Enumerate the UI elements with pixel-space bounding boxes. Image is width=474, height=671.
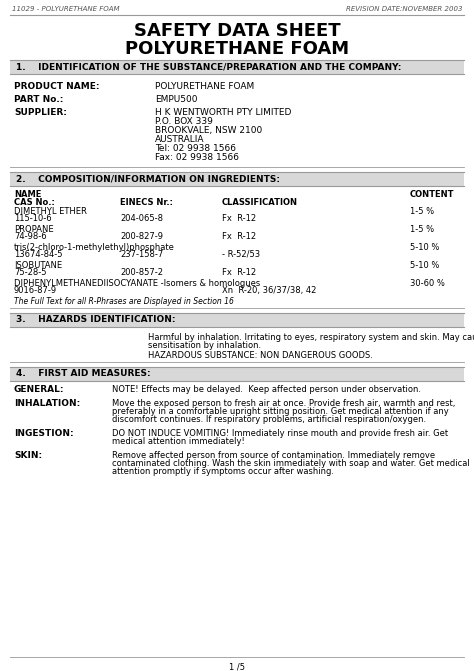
Text: tris(2-chloro-1-methylethyl)phosphate: tris(2-chloro-1-methylethyl)phosphate [14, 243, 175, 252]
Text: GENERAL:: GENERAL: [14, 385, 64, 394]
Text: 237-158-7: 237-158-7 [120, 250, 163, 259]
Text: 75-28-5: 75-28-5 [14, 268, 46, 277]
Text: attention promptly if symptoms occur after washing.: attention promptly if symptoms occur aft… [112, 467, 334, 476]
Text: PART No.:: PART No.: [14, 95, 64, 104]
Text: CONTENT: CONTENT [410, 190, 455, 199]
Text: 1 /5: 1 /5 [229, 663, 245, 671]
FancyBboxPatch shape [10, 172, 464, 186]
Text: 13674-84-5: 13674-84-5 [14, 250, 63, 259]
Text: POLYURETHANE FOAM: POLYURETHANE FOAM [125, 40, 349, 58]
Text: CLASSIFICATION: CLASSIFICATION [222, 198, 298, 207]
Text: preferably in a comfortable upright sitting position. Get medical attention if a: preferably in a comfortable upright sitt… [112, 407, 449, 416]
Text: 115-10-6: 115-10-6 [14, 214, 52, 223]
Text: PRODUCT NAME:: PRODUCT NAME: [14, 82, 100, 91]
Text: SUPPLIER:: SUPPLIER: [14, 108, 67, 117]
Text: BROOKVALE, NSW 2100: BROOKVALE, NSW 2100 [155, 126, 262, 135]
Text: 3.    HAZARDS IDENTIFICATION:: 3. HAZARDS IDENTIFICATION: [16, 315, 175, 325]
Text: contaminated clothing. Wash the skin immediately with soap and water. Get medica: contaminated clothing. Wash the skin imm… [112, 459, 470, 468]
Text: POLYURETHANE FOAM: POLYURETHANE FOAM [155, 82, 254, 91]
Text: PROPANE: PROPANE [14, 225, 54, 234]
Text: The Full Text for all R-Phrases are Displayed in Section 16: The Full Text for all R-Phrases are Disp… [14, 297, 234, 306]
Text: 4.    FIRST AID MEASURES:: 4. FIRST AID MEASURES: [16, 370, 151, 378]
Text: SAFETY DATA SHEET: SAFETY DATA SHEET [134, 22, 340, 40]
Text: 5-10 %: 5-10 % [410, 261, 439, 270]
Text: 200-857-2: 200-857-2 [120, 268, 163, 277]
Text: P.O. BOX 339: P.O. BOX 339 [155, 117, 213, 126]
Text: CAS No.:: CAS No.: [14, 198, 55, 207]
Text: 2.    COMPOSITION/INFORMATION ON INGREDIENTS:: 2. COMPOSITION/INFORMATION ON INGREDIENT… [16, 174, 280, 183]
Text: DIMETHYL ETHER: DIMETHYL ETHER [14, 207, 87, 216]
Text: NAME: NAME [14, 190, 41, 199]
Text: REVISION DATE:NOVEMBER 2003: REVISION DATE:NOVEMBER 2003 [346, 6, 462, 12]
Text: discomfort continues. If respiratory problems, artificial respiration/oxygen.: discomfort continues. If respiratory pro… [112, 415, 426, 424]
FancyBboxPatch shape [10, 60, 464, 74]
FancyBboxPatch shape [10, 367, 464, 381]
Text: medical attention immediately!: medical attention immediately! [112, 437, 245, 446]
Text: Tel: 02 9938 1566: Tel: 02 9938 1566 [155, 144, 236, 153]
Text: SKIN:: SKIN: [14, 451, 42, 460]
Text: 1.    IDENTIFICATION OF THE SUBSTANCE/PREPARATION AND THE COMPANY:: 1. IDENTIFICATION OF THE SUBSTANCE/PREPA… [16, 62, 401, 72]
Text: Fax: 02 9938 1566: Fax: 02 9938 1566 [155, 153, 239, 162]
Text: 74-98-6: 74-98-6 [14, 232, 46, 241]
Text: Harmful by inhalation. Irritating to eyes, respiratory system and skin. May caus: Harmful by inhalation. Irritating to eye… [148, 333, 474, 342]
Text: - R-52/53: - R-52/53 [222, 250, 260, 259]
Text: AUSTRALIA: AUSTRALIA [155, 135, 204, 144]
Text: EMPU500: EMPU500 [155, 95, 198, 104]
Text: 30-60 %: 30-60 % [410, 279, 445, 288]
Text: Fx  R-12: Fx R-12 [222, 214, 256, 223]
Text: NOTE! Effects may be delayed.  Keep affected person under observation.: NOTE! Effects may be delayed. Keep affec… [112, 385, 421, 394]
Text: Xn  R-20, 36/37/38, 42: Xn R-20, 36/37/38, 42 [222, 286, 316, 295]
Text: INGESTION:: INGESTION: [14, 429, 73, 438]
Text: Fx  R-12: Fx R-12 [222, 232, 256, 241]
Text: sensitisation by inhalation.: sensitisation by inhalation. [148, 341, 261, 350]
Text: INHALATION:: INHALATION: [14, 399, 80, 408]
Text: HAZARDOUS SUBSTANCE: NON DANGEROUS GOODS.: HAZARDOUS SUBSTANCE: NON DANGEROUS GOODS… [148, 351, 373, 360]
Text: EINECS Nr.:: EINECS Nr.: [120, 198, 173, 207]
Text: H K WENTWORTH PTY LIMITED: H K WENTWORTH PTY LIMITED [155, 108, 292, 117]
Text: Remove affected person from source of contamination. Immediately remove: Remove affected person from source of co… [112, 451, 435, 460]
Text: 204-065-8: 204-065-8 [120, 214, 163, 223]
Text: 11029 - POLYURETHANE FOAM: 11029 - POLYURETHANE FOAM [12, 6, 119, 12]
Text: Fx  R-12: Fx R-12 [222, 268, 256, 277]
Text: 200-827-9: 200-827-9 [120, 232, 163, 241]
Text: 5-10 %: 5-10 % [410, 243, 439, 252]
Text: Move the exposed person to fresh air at once. Provide fresh air, warmth and rest: Move the exposed person to fresh air at … [112, 399, 456, 408]
Text: 1-5 %: 1-5 % [410, 225, 434, 234]
Text: ISOBUTANE: ISOBUTANE [14, 261, 62, 270]
Text: DIPHENYLMETHANEDIISOCYANATE -Isomers & homologues: DIPHENYLMETHANEDIISOCYANATE -Isomers & h… [14, 279, 260, 288]
Text: 1-5 %: 1-5 % [410, 207, 434, 216]
Text: 9016-87-9: 9016-87-9 [14, 286, 57, 295]
FancyBboxPatch shape [10, 313, 464, 327]
Text: DO NOT INDUCE VOMITING! Immediately rinse mouth and provide fresh air. Get: DO NOT INDUCE VOMITING! Immediately rins… [112, 429, 448, 438]
